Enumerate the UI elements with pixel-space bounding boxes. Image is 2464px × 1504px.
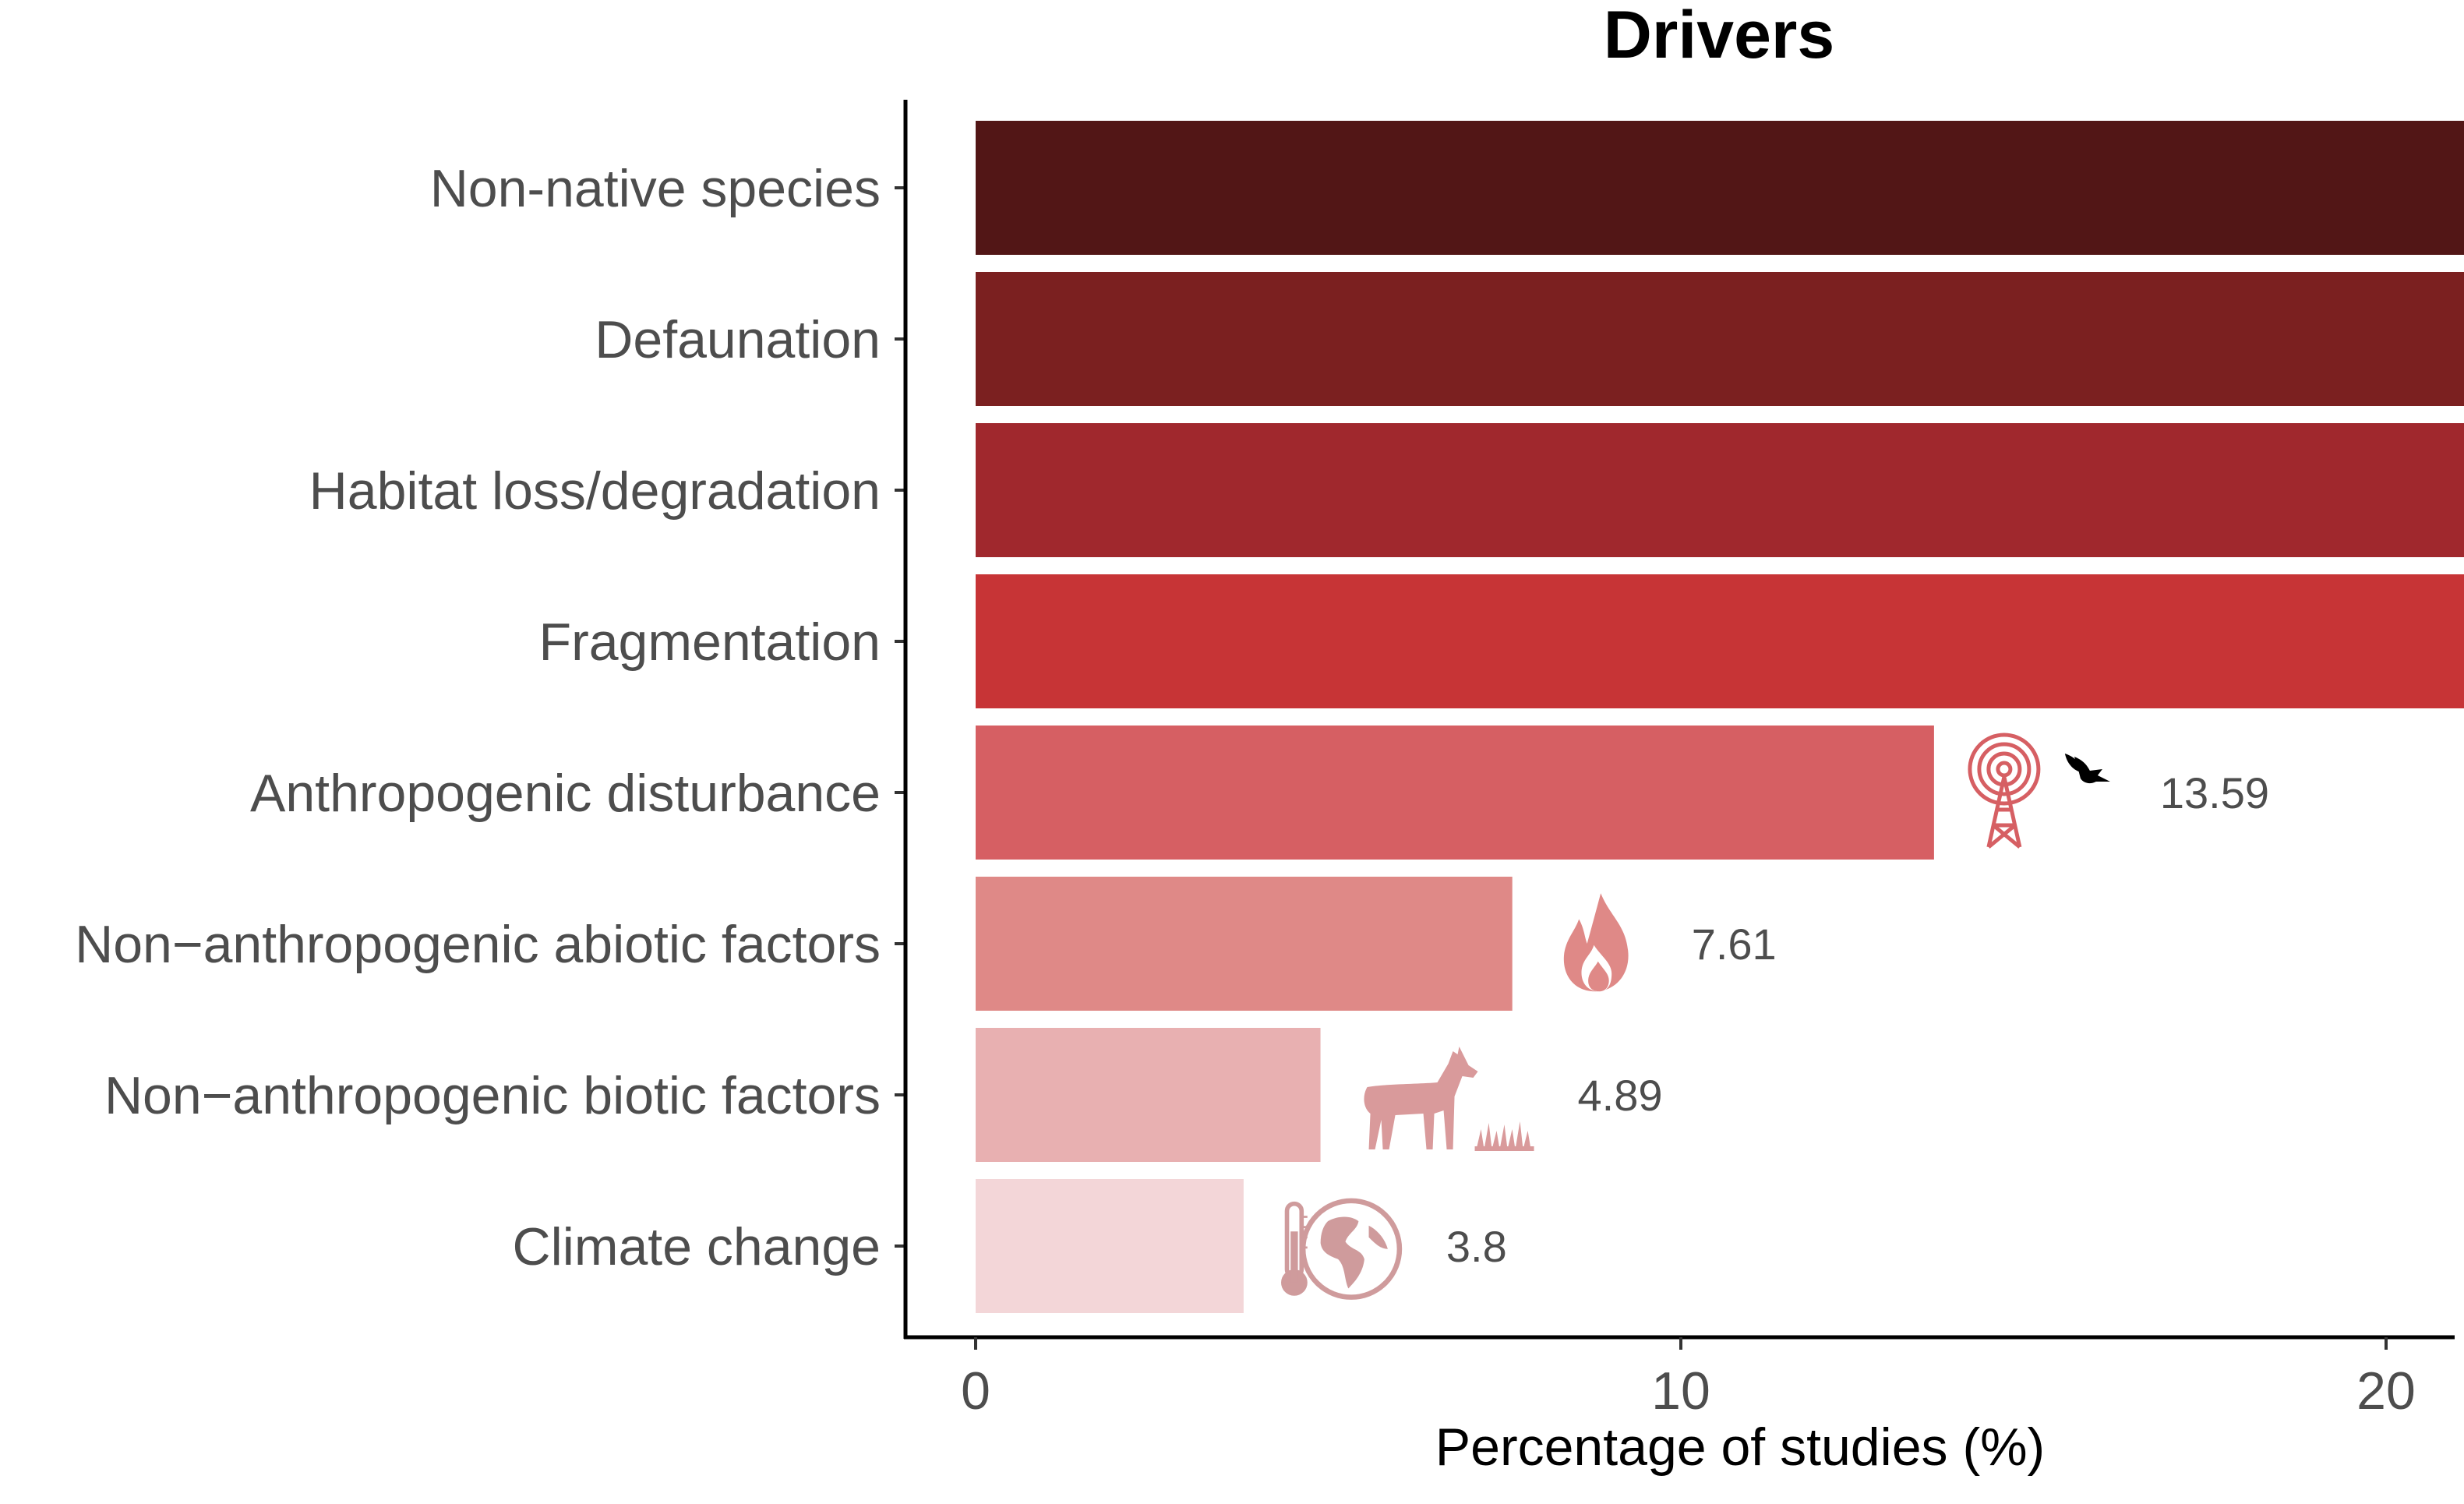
x-tick-label: 10 — [1651, 1361, 1710, 1421]
fire-icon — [1563, 893, 1629, 992]
bar — [976, 423, 2464, 557]
thermometer-globe-icon — [1281, 1201, 1400, 1297]
bar — [976, 272, 2464, 406]
bar — [976, 726, 1934, 860]
bar — [976, 574, 2464, 708]
value-label: 4.89 — [1578, 1071, 1663, 1120]
category-label: Anthropogenic disturbance — [250, 764, 881, 823]
category-label: Non−anthropogenic biotic factors — [104, 1066, 881, 1125]
x-axis-ticks: 010203040 — [961, 1337, 2416, 1421]
category-label: Non-native species — [430, 159, 881, 218]
chart-title: Drivers — [1604, 0, 1834, 72]
value-label: 3.8 — [1446, 1222, 1507, 1271]
category-labels-group: Non-native species Defaunation Habitat los… — [75, 159, 881, 1276]
value-label: 13.59 — [2160, 768, 2269, 817]
x-axis-title: Percentage of studies (%) — [1435, 1418, 2045, 1477]
value-labels-group: 29.352521.7421.213.597.614.893.8 — [1446, 768, 2269, 1271]
deer-grass-icon — [1364, 1047, 1534, 1151]
category-label: Non−anthropogenic abiotic factors — [75, 915, 881, 974]
radio-tower-bird-icon — [1970, 735, 2110, 847]
x-tick-label: 20 — [2356, 1361, 2416, 1421]
bar — [976, 877, 1513, 1011]
category-label: Defaunation — [595, 310, 881, 369]
x-tick-label: 0 — [961, 1361, 990, 1421]
category-label: Fragmentation — [539, 613, 881, 672]
bars-group — [976, 121, 2464, 1313]
category-label: Habitat loss/degradation — [309, 461, 881, 521]
bar — [976, 1179, 1244, 1313]
bar — [976, 1028, 1321, 1162]
category-label: Climate change — [513, 1217, 881, 1276]
value-label: 7.61 — [1692, 920, 1777, 969]
bar — [976, 121, 2464, 255]
